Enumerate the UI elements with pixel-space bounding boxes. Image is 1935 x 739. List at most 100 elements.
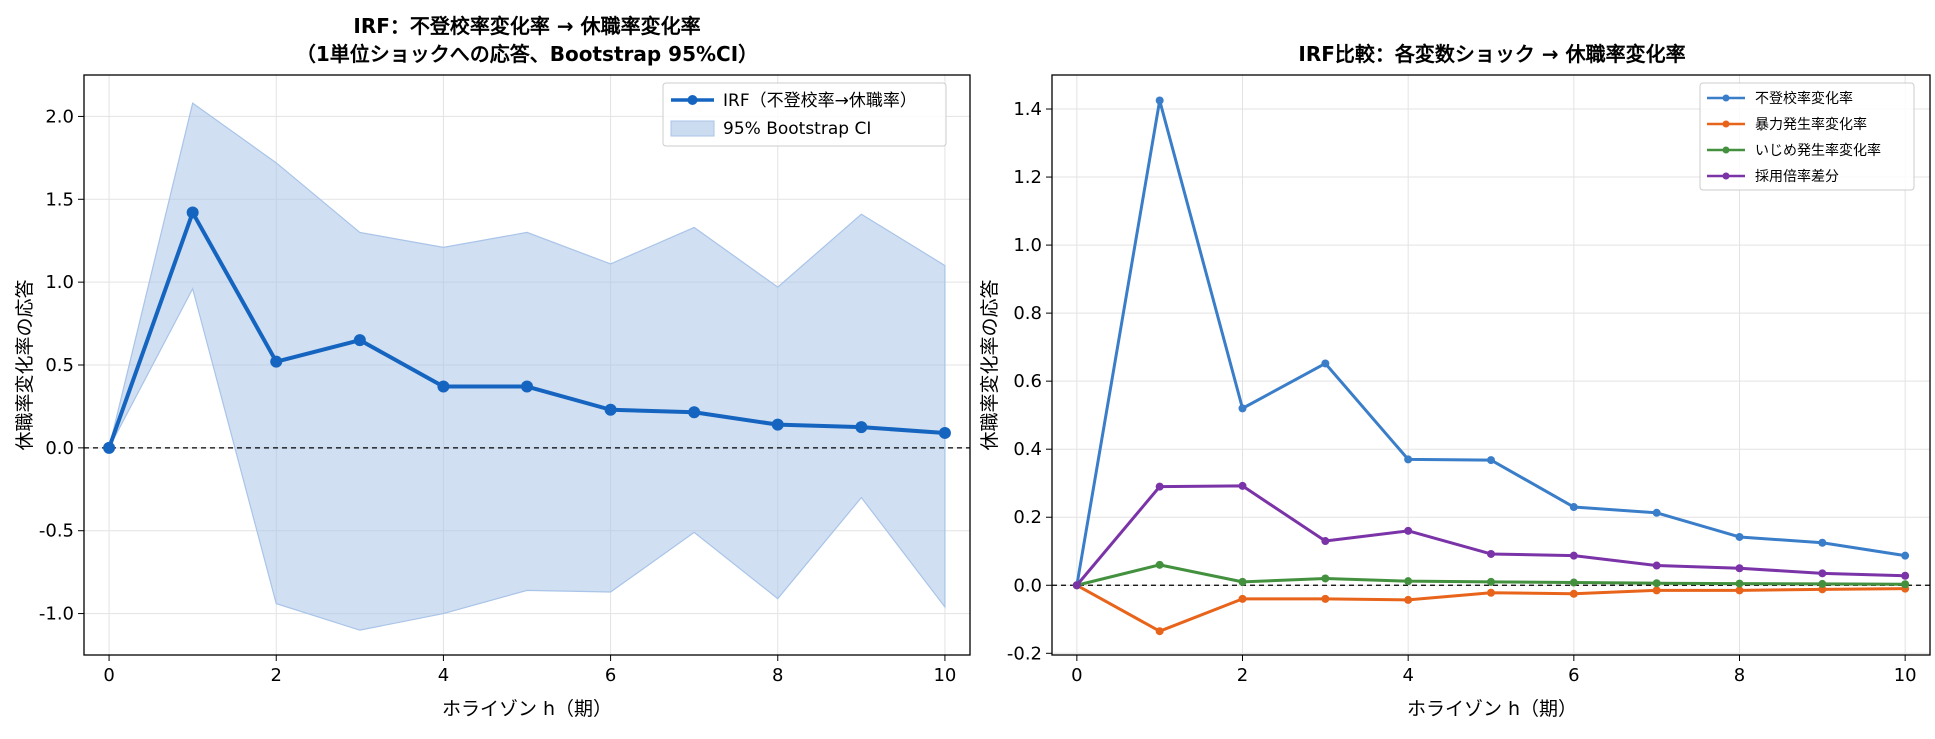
left-legend: IRF（不登校率→休職率） 95% Bootstrap CI [662, 82, 947, 147]
right-series-0-point-6 [1569, 503, 1578, 512]
right-series-2-point-10 [1901, 580, 1910, 589]
left-series-0-point-8 [771, 418, 784, 431]
right-series-2-point-7 [1652, 579, 1661, 588]
right-series-2-point-5 [1487, 577, 1495, 586]
right-series-3-point-9 [1818, 569, 1827, 578]
left-series-0-point-5 [521, 380, 533, 393]
right-series-0-point-1 [1155, 96, 1164, 105]
right-legend: 不登校率変化率 暴力発生率変化率 いじめ発生率変化率 採用倍率差分 [1699, 82, 1915, 191]
right-legend-marker-1 [1722, 120, 1730, 128]
left-legend-box [662, 82, 947, 147]
right-legend-label-2: いじめ発生率変化率 [1755, 142, 1881, 159]
right-y-tick-label-5: 0.8 [1013, 303, 1042, 324]
right-series-0-point-9 [1818, 538, 1827, 547]
right-series-3-point-3 [1321, 537, 1330, 546]
left-x-tick-label-5: 10 [933, 665, 956, 686]
left-y-tick-label-0: -1.0 [39, 604, 74, 625]
right-x-tick-label-3: 6 [1568, 665, 1579, 686]
left-legend-irf-label: IRF（不登校率→休職率） [723, 91, 917, 111]
right-chart-title: IRF比較：各変数ショック → 休職率変化率 [1298, 42, 1685, 66]
right-series-0-point-7 [1652, 508, 1661, 517]
left-x-tick-label-0: 0 [103, 665, 114, 686]
left-y-axis-label: 休職率変化率の応答 [14, 279, 36, 450]
left-x-tick-label-2: 4 [438, 665, 449, 686]
left-x-tick-label-1: 2 [271, 665, 282, 686]
right-series-2-point-6 [1569, 578, 1578, 587]
left-series-0-point-0 [103, 441, 116, 454]
right-series-3-point-2 [1238, 481, 1247, 490]
right-y-tick-label-2: 0.2 [1013, 507, 1042, 528]
left-y-tick-label-5: 1.5 [45, 189, 74, 210]
left-legend-irf-marker [687, 95, 698, 105]
right-series-3-point-10 [1901, 571, 1910, 580]
left-x-tick-label-3: 6 [605, 665, 616, 686]
right-legend-marker-0 [1722, 94, 1730, 102]
left-series-0-point-3 [353, 334, 366, 347]
left-series-0-point-7 [688, 406, 701, 419]
left-legend-ci-label: 95% Bootstrap CI [723, 119, 871, 139]
right-series-1-point-1 [1155, 627, 1164, 636]
right-y-tick-label-7: 1.2 [1013, 167, 1042, 188]
left-series-0-point-9 [855, 421, 868, 434]
right-series-0-point-4 [1404, 455, 1413, 464]
right-series-3-point-8 [1735, 564, 1744, 573]
right-series-1-point-3 [1321, 594, 1330, 603]
right-series-1-point-7 [1652, 586, 1661, 595]
right-series-0-point-5 [1487, 456, 1495, 465]
right-y-tick-label-0: -0.2 [1007, 643, 1042, 664]
right-series-1-point-2 [1238, 594, 1247, 603]
right-series-0-point-10 [1901, 551, 1910, 560]
right-legend-label-3: 採用倍率差分 [1755, 168, 1839, 185]
right-legend-label-0: 不登校率変化率 [1755, 90, 1853, 107]
right-y-tick-label-4: 0.6 [1013, 371, 1042, 392]
right-y-tick-label-3: 0.4 [1013, 439, 1042, 460]
right-series-0-point-3 [1321, 359, 1330, 368]
right-legend-label-1: 暴力発生率変化率 [1755, 116, 1867, 133]
right-series-2-point-2 [1238, 577, 1247, 586]
left-panel: IRF：不登校率変化率 → 休職率変化率 （1単位ショックへの応答、Bootst… [14, 14, 971, 720]
right-y-tick-label-1: 0.0 [1013, 575, 1042, 596]
right-x-tick-label-4: 8 [1734, 665, 1745, 686]
left-chart-title-line-1: IRF：不登校率変化率 → 休職率変化率 [353, 14, 700, 38]
right-y-tick-label-6: 1.0 [1013, 235, 1042, 256]
left-y-tick-label-3: 0.5 [45, 355, 74, 376]
right-series-3-point-5 [1487, 549, 1495, 558]
right-series-2-point-8 [1735, 579, 1744, 588]
right-series-2-point-1 [1155, 560, 1164, 569]
right-series-3-point-0 [1072, 581, 1081, 590]
right-y-axis-label: 休職率変化率の応答 [979, 279, 1001, 450]
right-series-1-point-8 [1735, 586, 1744, 595]
right-axes-frame [1051, 74, 1931, 656]
left-y-tick-label-2: 0.0 [45, 438, 74, 459]
left-axes-frame [83, 74, 971, 656]
right-legend-box [1699, 82, 1915, 191]
left-x-axis-label: ホライゾン h（期） [442, 698, 612, 720]
right-series-2-point-3 [1321, 574, 1330, 583]
left-series-0-point-1 [186, 206, 199, 219]
right-x-tick-label-0: 0 [1071, 665, 1082, 686]
right-series-3-point-6 [1569, 551, 1578, 560]
left-series-0-point-6 [604, 403, 617, 416]
right-series-2-point-9 [1818, 579, 1827, 588]
left-chart-title-line-2: （1単位ショックへの応答、Bootstrap 95%CI） [296, 42, 758, 66]
right-series-3-point-1 [1155, 482, 1164, 491]
right-series-1-point-5 [1487, 588, 1495, 597]
right-series-0-point-8 [1735, 532, 1744, 541]
right-series-0-point-2 [1238, 404, 1247, 413]
right-x-tick-label-2: 4 [1402, 665, 1413, 686]
right-x-axis-label: ホライゾン h（期） [1407, 698, 1577, 720]
left-plot-area: 0 2 4 6 8 10 -1.0 -0.5 0.0 0.5 1.0 1.5 2.0 [39, 74, 971, 686]
right-series-3-point-4 [1404, 526, 1413, 535]
right-x-tick-label-1: 2 [1237, 665, 1248, 686]
left-y-tick-label-6: 2.0 [45, 106, 74, 127]
left-x-tick-label-4: 8 [772, 665, 783, 686]
right-series-3-point-7 [1652, 561, 1661, 570]
left-y-tick-label-4: 1.0 [45, 272, 74, 293]
left-series-0-point-4 [437, 380, 450, 393]
left-series-0-point-10 [938, 426, 951, 439]
right-series-1-point-4 [1404, 595, 1413, 604]
right-series-2-point-4 [1404, 577, 1413, 586]
left-y-tick-label-1: -0.5 [39, 521, 74, 542]
